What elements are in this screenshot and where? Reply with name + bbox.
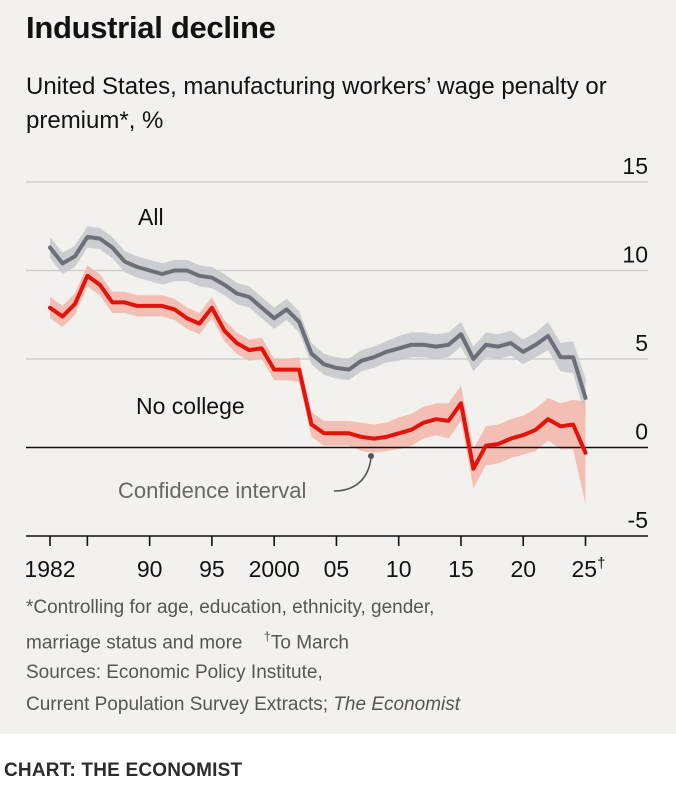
y-tick-label: -5 (628, 507, 648, 533)
x-tick-label: 10 (386, 556, 412, 582)
annotation-leader-line (333, 457, 372, 492)
x-tick-label: 90 (137, 556, 163, 582)
y-tick-label: 0 (635, 419, 648, 445)
chart-svg: 15 10 5 0 -5 All No college Confidence interval… (24, 153, 648, 582)
series-line-all (48, 234, 588, 400)
x-tick-label: 1982 (24, 556, 75, 582)
y-tick-label: 10 (622, 242, 648, 268)
footnote-sources: Sources: Economic Policy Institute, (26, 662, 323, 683)
series-label-all: All (138, 204, 164, 230)
x-tick-label: 25† (572, 555, 606, 582)
x-tick-label: 95 (199, 556, 225, 582)
footnote-controls-cont: marriage status and more (26, 632, 243, 654)
footnote-to-march: To March (270, 632, 349, 654)
footnote-controls: *Controlling for age, education, ethnici… (26, 597, 435, 618)
footnote-source-economist: The Economist (333, 694, 461, 715)
x-tick-label: 20 (510, 556, 536, 582)
footnote-line2: marriage status and more †To March (26, 629, 349, 654)
confidence-band-no-college (50, 265, 586, 505)
chart-title: Industrial decline (26, 10, 276, 45)
annotation-confidence-interval: Confidence interval (118, 478, 306, 503)
annotation-leader-dot (368, 453, 374, 459)
y-tick-label: 15 (622, 153, 648, 179)
chart-credit: CHART: THE ECONOMIST (4, 760, 243, 781)
footnote-sources-prefix: Current Population Survey Extracts; (26, 694, 334, 715)
x-tick-label: 15 (448, 556, 474, 582)
x-tick-label-dagger: † (597, 555, 605, 572)
x-tick-label: 05 (324, 556, 350, 582)
series-label-no-college: No college (136, 393, 245, 419)
footnote-dagger-mark: † (263, 629, 271, 644)
y-tick-label: 5 (635, 330, 648, 356)
series-line-no-college (48, 273, 588, 471)
x-tick-label: 2000 (249, 556, 300, 582)
footnote-sources-line2: Current Population Survey Extracts; The … (26, 694, 460, 716)
confidence-band-all (50, 226, 586, 418)
chart-subtitle: United States, manufacturing workers’ wa… (26, 73, 607, 134)
